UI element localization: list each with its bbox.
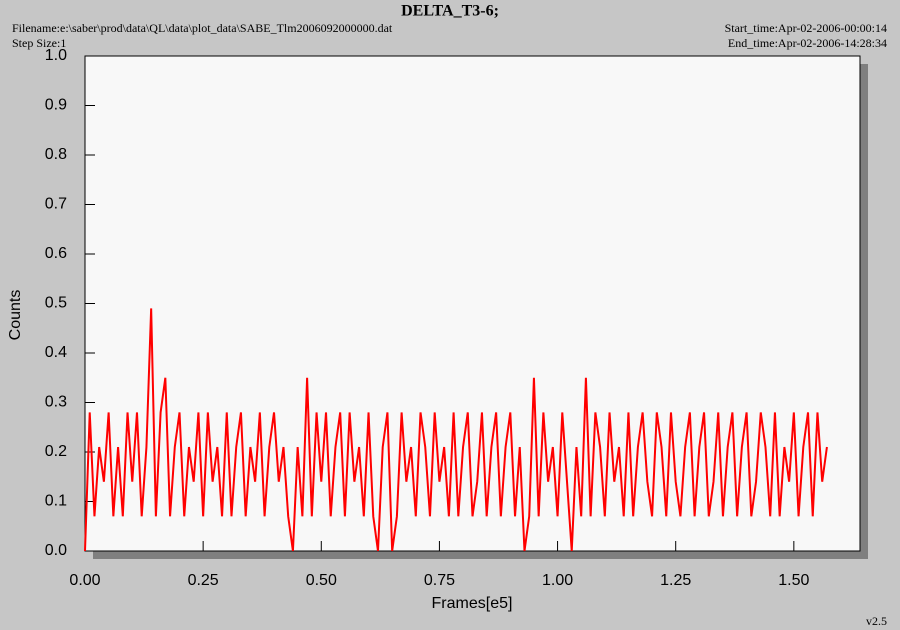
chart-title: DELTA_T3-6; bbox=[401, 3, 499, 20]
x-tick-label: 0.75 bbox=[424, 572, 455, 589]
y-tick-label: 0.4 bbox=[45, 344, 67, 361]
start-time: Start_time:Apr-02-2006-00:00:14 bbox=[725, 21, 887, 35]
end-time: End_time:Apr-02-2006-14:28:34 bbox=[728, 36, 887, 50]
y-tick-label: 0.1 bbox=[45, 493, 67, 510]
filename: Filename:e:\saber\prod\data\QL\data\plot… bbox=[12, 21, 393, 35]
x-tick-label: 0.50 bbox=[306, 572, 337, 589]
y-tick-label: 0.6 bbox=[45, 245, 67, 262]
x-axis-label: Frames[e5] bbox=[432, 595, 513, 612]
x-tick-label: 1.25 bbox=[660, 572, 691, 589]
y-tick-label: 0.9 bbox=[45, 97, 67, 114]
version: v2.5 bbox=[866, 614, 887, 628]
y-tick-label: 0.8 bbox=[45, 146, 67, 163]
x-tick-label: 0.25 bbox=[188, 572, 219, 589]
data-line bbox=[84, 308, 828, 552]
y-tick-label: 0.7 bbox=[45, 196, 67, 213]
y-tick-label: 0.2 bbox=[45, 443, 67, 460]
step-size: Step Size:1 bbox=[12, 36, 66, 50]
x-tick-label: 1.00 bbox=[542, 572, 573, 589]
x-tick-label: 1.50 bbox=[778, 572, 809, 589]
x-tick-label: 0.00 bbox=[69, 572, 100, 589]
y-tick-label: 0.5 bbox=[45, 295, 67, 312]
y-tick-label: 0.3 bbox=[45, 394, 67, 411]
y-tick-label: 0.0 bbox=[45, 542, 67, 559]
y-axis-label: Counts bbox=[7, 290, 24, 341]
y-tick-label: 1.0 bbox=[45, 47, 67, 64]
